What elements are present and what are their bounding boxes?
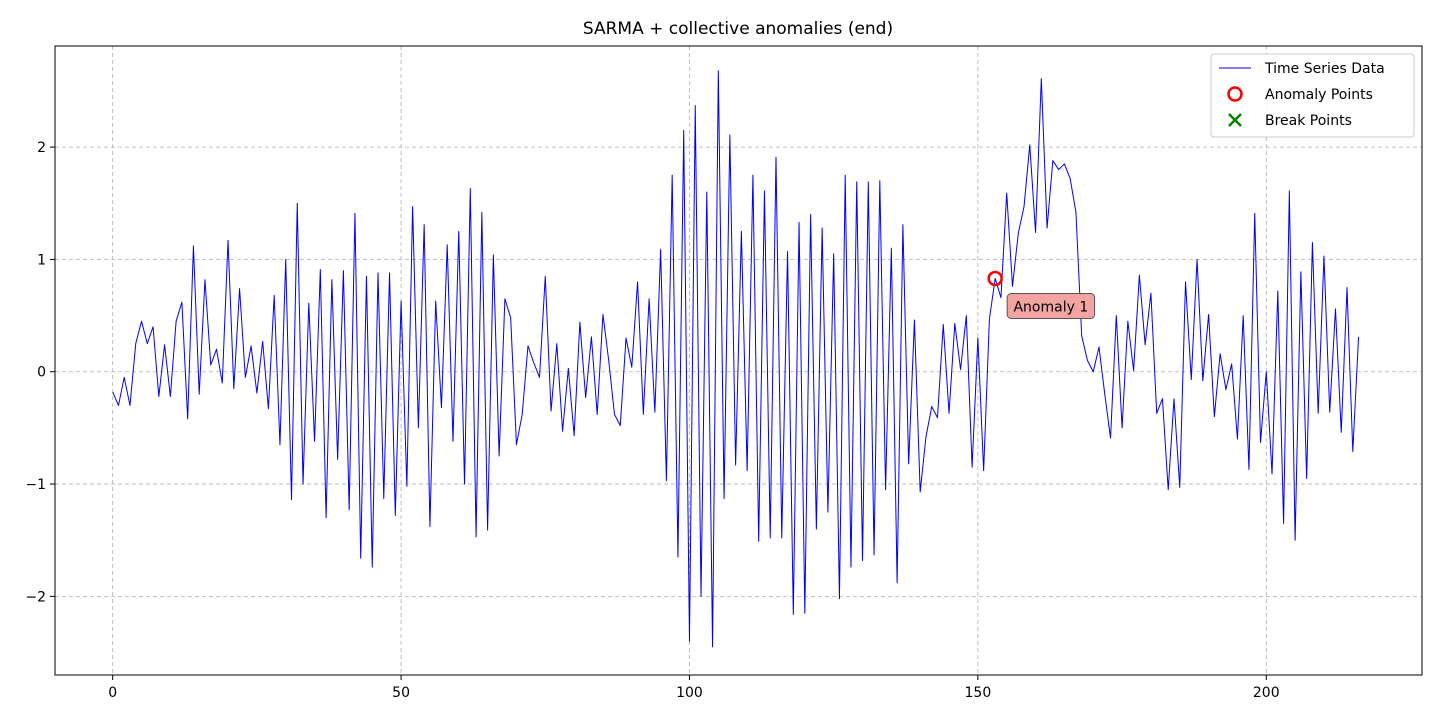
plot-frame	[54, 45, 1423, 676]
anomaly-point	[987, 270, 1003, 287]
legend-label: Time Series Data	[1264, 61, 1385, 77]
markers-group	[987, 270, 1003, 287]
legend: Time Series Data Anomaly Points Break Poin…	[1210, 53, 1415, 138]
legend-label: Anomaly Points	[1265, 87, 1373, 103]
annotation-box	[1006, 293, 1096, 320]
legend-x-icon	[1228, 113, 1242, 127]
series-line	[112, 70, 1360, 648]
y-tick-label: 0	[37, 365, 46, 381]
ticks-group: 0 50 100 150 200 −2 −1 0 1 2	[25, 140, 1279, 701]
x-tick-label: 100	[676, 685, 703, 701]
y-tick-label: −2	[25, 589, 46, 605]
y-tick-label: −1	[25, 477, 46, 493]
x-tick-label: 200	[1253, 685, 1280, 701]
annotations-group: Anomaly 1	[1006, 293, 1096, 320]
series-group	[112, 70, 1360, 648]
legend-circle-icon	[1227, 86, 1243, 102]
grid	[55, 46, 1422, 675]
x-tick-label: 150	[965, 685, 992, 701]
y-tick-label: 2	[37, 140, 46, 156]
legend-label: Break Points	[1265, 113, 1352, 129]
x-tick-label: 50	[392, 685, 410, 701]
annotation-label: Anomaly 1	[1013, 300, 1088, 316]
x-tick-label: 0	[108, 685, 117, 701]
y-tick-label: 1	[37, 252, 46, 268]
chart-title: SARMA + collective anomalies (end)	[583, 19, 893, 39]
legend-box	[1210, 53, 1415, 138]
